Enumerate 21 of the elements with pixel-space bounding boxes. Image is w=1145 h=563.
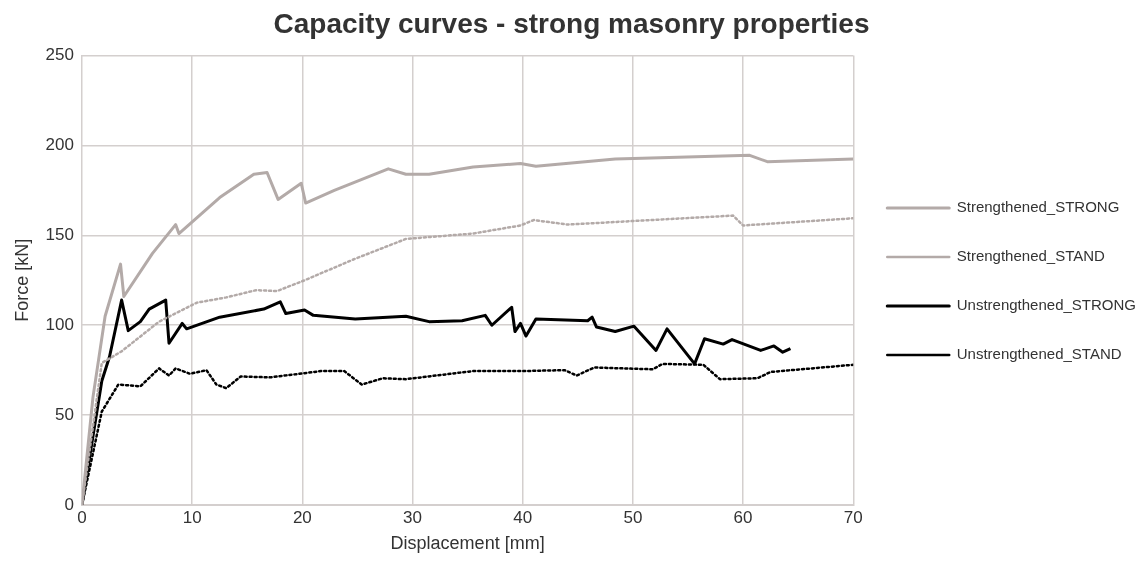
x-tick-label: 50: [623, 507, 643, 527]
x-tick-label: 10: [182, 507, 202, 527]
legend-label: Unstrengthened_STRONG: [956, 296, 1137, 314]
y-tick-label: 150: [45, 225, 74, 245]
legend-label: Strengthened_STAND: [956, 247, 1106, 265]
y-tick-label: 0: [64, 494, 74, 514]
x-axis-title: Displacement [mm]: [390, 533, 545, 554]
y-axis-title: Force [kN]: [11, 238, 32, 322]
x-tick-label: 70: [843, 507, 863, 527]
y-tick-label: 50: [55, 404, 74, 424]
y-tick-label: 200: [45, 135, 74, 155]
y-tick-label: 250: [45, 45, 74, 65]
legend-label: Unstrengthened_STAND: [956, 345, 1122, 363]
x-tick-label: 30: [403, 507, 422, 527]
x-tick-label: 40: [513, 507, 533, 527]
legend-label: Strengthened_STRONG: [956, 198, 1120, 216]
x-tick-label: 60: [733, 507, 753, 527]
y-tick-label: 100: [45, 314, 74, 334]
x-tick-label: 20: [292, 507, 312, 527]
chart-title: Capacity curves - strong masonry properties: [273, 7, 870, 39]
x-tick-label: 0: [77, 507, 87, 527]
